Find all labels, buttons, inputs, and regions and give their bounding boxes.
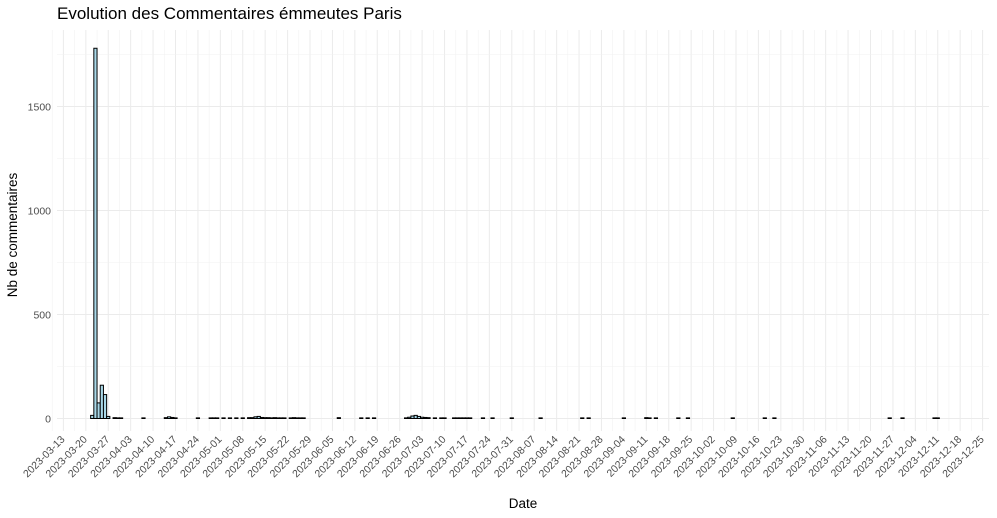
bar xyxy=(215,417,220,420)
bar xyxy=(762,417,767,420)
bar xyxy=(359,417,364,420)
bar xyxy=(772,417,777,420)
bar xyxy=(509,417,514,420)
bar xyxy=(900,417,905,420)
bar xyxy=(282,417,287,420)
bar xyxy=(240,417,245,420)
bar xyxy=(653,417,659,420)
bar xyxy=(336,417,341,419)
bar xyxy=(480,417,486,420)
bar xyxy=(221,417,226,420)
bar xyxy=(195,417,201,420)
bar xyxy=(647,417,652,420)
bar xyxy=(685,417,691,420)
x-axis-title: Date xyxy=(509,496,538,511)
y-tick-label: 1500 xyxy=(28,101,52,113)
bar xyxy=(580,417,585,420)
bar xyxy=(426,417,431,419)
bar xyxy=(538,417,543,420)
y-tick-label: 1000 xyxy=(28,205,52,217)
bar xyxy=(106,415,111,420)
bar xyxy=(442,417,447,420)
bar xyxy=(935,417,940,420)
bars xyxy=(90,47,940,420)
bar xyxy=(676,417,681,420)
y-tick-label: 0 xyxy=(45,413,51,425)
bar xyxy=(234,417,239,420)
y-axis-ticks: 0 500 1000 1500 xyxy=(28,101,52,425)
chart-title: Evolution des Commentaires émmeutes Pari… xyxy=(57,4,402,23)
y-tick-label: 500 xyxy=(33,309,51,321)
bar xyxy=(887,417,892,420)
grid-lines xyxy=(51,30,989,431)
bar xyxy=(102,394,108,419)
y-axis-title: Nb de commentaires xyxy=(5,172,20,297)
bar xyxy=(141,417,146,420)
bar xyxy=(227,417,233,420)
bar xyxy=(586,417,591,420)
bar xyxy=(371,417,377,420)
bar xyxy=(365,417,370,420)
bar xyxy=(730,417,735,420)
bar xyxy=(432,417,438,420)
bar xyxy=(118,417,124,420)
bar xyxy=(621,417,626,420)
x-axis-ticks: 2023-03-132023-03-202023-03-272023-04-03… xyxy=(21,434,987,481)
bar xyxy=(173,417,178,420)
bar xyxy=(490,417,495,420)
bar xyxy=(301,417,306,420)
bar xyxy=(468,417,473,420)
bar xyxy=(93,47,98,419)
